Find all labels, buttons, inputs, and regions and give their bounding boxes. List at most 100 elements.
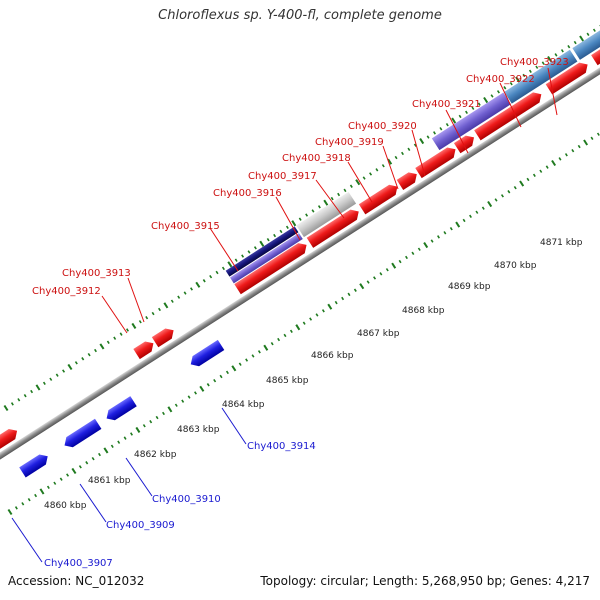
minor-tick xyxy=(91,456,95,461)
minor-tick xyxy=(405,255,408,260)
minor-tick xyxy=(142,424,146,428)
major-tick xyxy=(199,385,205,392)
minor-tick xyxy=(513,185,517,190)
minor-tick xyxy=(85,461,89,465)
feature-block-purple[interactable] xyxy=(229,233,303,284)
feature-block-purple[interactable] xyxy=(431,92,511,151)
gene-label[interactable]: Chy400_3912 xyxy=(32,286,101,297)
minor-tick xyxy=(535,65,539,69)
minor-tick xyxy=(407,147,411,152)
minor-tick xyxy=(394,155,398,160)
gene-label[interactable]: Chy400_3916 xyxy=(213,188,282,199)
minor-tick xyxy=(202,279,206,283)
gene-label[interactable]: Chy400_3910 xyxy=(152,494,221,505)
minor-tick xyxy=(181,399,185,403)
minor-tick xyxy=(573,40,577,45)
minor-tick xyxy=(123,436,127,440)
major-tick xyxy=(295,324,301,331)
minor-tick xyxy=(481,206,485,210)
feature-block-steel[interactable] xyxy=(504,49,578,104)
minor-tick xyxy=(475,210,479,214)
gene-label[interactable]: Chy400_3918 xyxy=(282,153,351,164)
feature-block-navy[interactable] xyxy=(225,226,299,277)
minor-tick xyxy=(130,432,133,436)
minor-tick xyxy=(241,254,245,258)
minor-tick xyxy=(433,131,436,135)
scale-labels: 4860 kbp 4861 kbp 4862 kbp 4863 kbp 4864… xyxy=(44,238,583,511)
minor-tick xyxy=(113,336,117,340)
gene-arrow-reverse[interactable] xyxy=(61,418,102,451)
minor-tick xyxy=(194,391,197,395)
gene-label[interactable]: Chy400_3909 xyxy=(106,520,175,531)
minor-tick xyxy=(317,205,321,209)
gene-arrow-forward[interactable] xyxy=(0,426,20,451)
minor-tick xyxy=(596,132,600,136)
minor-tick xyxy=(334,300,338,305)
major-tick xyxy=(391,262,397,269)
major-tick xyxy=(71,467,77,475)
gene-arrow-forward[interactable] xyxy=(151,325,177,348)
minor-tick xyxy=(437,235,440,239)
gene-arrow-reverse[interactable] xyxy=(188,339,225,370)
minor-tick xyxy=(145,315,149,320)
gene-arrow-forward[interactable] xyxy=(358,182,401,215)
gene-arrow-reverse[interactable] xyxy=(19,451,51,478)
major-tick xyxy=(583,139,589,146)
major-tick xyxy=(231,365,237,372)
minor-tick xyxy=(14,506,18,510)
minor-tick xyxy=(341,296,345,301)
major-tick xyxy=(67,363,73,371)
feature-block-gray[interactable] xyxy=(296,191,357,238)
minor-tick xyxy=(247,250,251,254)
major-tick xyxy=(195,281,201,288)
gene-arrow-forward[interactable] xyxy=(474,89,544,141)
minor-tick xyxy=(49,377,53,381)
minor-tick xyxy=(490,94,494,98)
scale-label: 4870 kbp xyxy=(494,261,537,271)
minor-tick xyxy=(66,473,70,477)
gene-arrow-forward[interactable] xyxy=(396,169,420,191)
minor-tick xyxy=(417,247,421,251)
inner-tick-ring xyxy=(7,132,600,516)
major-tick xyxy=(515,76,521,83)
minor-tick xyxy=(98,452,101,457)
minor-tick xyxy=(174,403,178,407)
gene-label[interactable]: Chy400_3922 xyxy=(466,74,535,85)
gene-label[interactable]: Chy400_3920 xyxy=(348,121,417,132)
gene-label[interactable]: Chy400_3914 xyxy=(247,441,316,452)
gene-label[interactable]: Chy400_3917 xyxy=(248,171,317,182)
minor-tick xyxy=(385,268,389,272)
feature-block-steel[interactable] xyxy=(572,4,600,60)
gene-label[interactable]: Chy400_3919 xyxy=(315,137,384,148)
gene-label[interactable]: Chy400_3923 xyxy=(500,57,569,68)
major-tick xyxy=(7,508,13,516)
minor-tick xyxy=(245,358,249,362)
minor-tick xyxy=(298,217,302,221)
gene-label[interactable]: Chy400_3913 xyxy=(62,268,131,279)
minor-tick xyxy=(10,402,14,406)
gene-label[interactable]: Chy400_3907 xyxy=(44,558,113,569)
gene-arrow-forward[interactable] xyxy=(545,59,591,95)
gene-label[interactable]: Chy400_3921 xyxy=(412,99,481,110)
minor-tick xyxy=(545,165,549,169)
gene-arrow-reverse[interactable] xyxy=(103,396,137,423)
scale-label: 4866 kbp xyxy=(311,351,354,361)
gene-arrow-forward[interactable] xyxy=(133,338,156,360)
minor-tick xyxy=(209,274,213,279)
minor-tick xyxy=(117,440,121,444)
gene-arrow-forward[interactable] xyxy=(415,144,459,179)
major-tick xyxy=(547,55,553,63)
major-tick xyxy=(103,447,109,454)
gene-label[interactable]: Chy400_3915 xyxy=(151,221,220,232)
gene-arrow-forward[interactable] xyxy=(306,206,362,248)
gene-arrow-forward[interactable] xyxy=(234,240,309,295)
scale-label: 4867 kbp xyxy=(357,329,400,339)
minor-tick xyxy=(413,143,417,147)
major-tick xyxy=(423,242,429,249)
minor-tick xyxy=(78,465,82,469)
minor-tick xyxy=(234,258,238,262)
genome-backbone xyxy=(0,53,600,470)
minor-tick xyxy=(577,144,581,149)
minor-tick xyxy=(375,168,379,172)
minor-tick xyxy=(337,192,341,197)
